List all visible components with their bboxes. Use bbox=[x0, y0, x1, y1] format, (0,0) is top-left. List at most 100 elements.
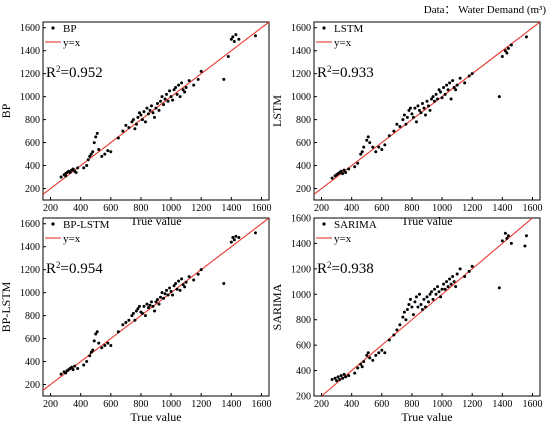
data-point bbox=[344, 375, 348, 379]
y-tick-label: 200 bbox=[25, 380, 40, 391]
data-point bbox=[149, 104, 153, 108]
data-point bbox=[71, 368, 75, 372]
data-point bbox=[116, 136, 120, 140]
data-point bbox=[156, 102, 160, 106]
data-point bbox=[59, 372, 63, 376]
data-point bbox=[97, 147, 101, 151]
x-tick-label: 200 bbox=[43, 203, 58, 214]
legend-dot-marker bbox=[322, 222, 326, 226]
data-point bbox=[353, 165, 357, 169]
data-point bbox=[371, 358, 375, 362]
x-tick-label: 600 bbox=[103, 399, 118, 410]
y-tick-label: 1000 bbox=[20, 288, 40, 299]
data-point bbox=[408, 106, 412, 110]
x-tick-label: 1000 bbox=[161, 399, 181, 410]
data-point bbox=[356, 161, 360, 165]
x-tick-label: 1400 bbox=[221, 399, 241, 410]
data-point bbox=[130, 314, 134, 318]
y-tick-label: 1200 bbox=[20, 69, 40, 80]
data-point bbox=[425, 295, 429, 299]
data-point bbox=[344, 170, 348, 174]
data-point bbox=[175, 92, 179, 96]
x-tick-label: 600 bbox=[374, 399, 389, 410]
legend: BP-LSTM y=x bbox=[45, 219, 110, 245]
data-point bbox=[505, 236, 509, 240]
x-tick-label: 1000 bbox=[161, 203, 181, 214]
data-point bbox=[368, 356, 372, 360]
data-point bbox=[497, 286, 501, 290]
data-point bbox=[392, 129, 396, 133]
data-point bbox=[398, 323, 402, 327]
data-point bbox=[237, 37, 241, 41]
data-point bbox=[146, 306, 150, 310]
data-point bbox=[524, 35, 528, 39]
y-tick-label: 1200 bbox=[291, 69, 311, 80]
plot-frame bbox=[313, 21, 541, 201]
data-point bbox=[162, 103, 166, 107]
data-point bbox=[454, 88, 458, 92]
data-point bbox=[160, 291, 164, 295]
y-tick-label: 1600 bbox=[20, 219, 40, 230]
data-point bbox=[171, 293, 175, 297]
plot-frame bbox=[313, 217, 541, 397]
y-axis-label: BP bbox=[0, 103, 13, 118]
data-point bbox=[411, 313, 415, 317]
data-point bbox=[145, 302, 149, 306]
data-point bbox=[85, 164, 89, 168]
plot-frame bbox=[42, 21, 270, 201]
data-point bbox=[199, 69, 203, 73]
x-tick-label: 1000 bbox=[432, 203, 452, 214]
data-point bbox=[452, 280, 456, 284]
chart-panel-1: 200 400 600 800 1000 1200 1400 1600200400600800… bbox=[0, 21, 271, 228]
data-point bbox=[70, 365, 74, 369]
x-tick-label: 1400 bbox=[492, 203, 512, 214]
data-point bbox=[433, 287, 437, 291]
data-point bbox=[463, 81, 467, 85]
data-point bbox=[362, 145, 366, 149]
chart-panel-4: 200 400 600 800 1000 1200 1400 1600 200 400 600 800… bbox=[270, 214, 542, 425]
data-point bbox=[145, 106, 149, 110]
data-point bbox=[506, 234, 510, 238]
data-point bbox=[172, 88, 176, 92]
data-point bbox=[413, 300, 417, 304]
data-point bbox=[428, 292, 432, 296]
data-point bbox=[341, 376, 345, 380]
x-tick-label: 1400 bbox=[492, 399, 512, 410]
data-point bbox=[446, 88, 450, 92]
data-point bbox=[347, 167, 351, 171]
legend-dot-marker bbox=[322, 26, 326, 30]
data-point bbox=[509, 241, 513, 245]
data-point bbox=[253, 34, 257, 38]
legend: SARIMA y=x bbox=[316, 219, 377, 245]
data-point bbox=[448, 81, 452, 85]
data-point bbox=[383, 351, 387, 355]
data-point bbox=[134, 309, 138, 313]
x-axis-label: True value bbox=[130, 214, 181, 228]
data-point bbox=[166, 99, 170, 103]
data-point bbox=[414, 295, 418, 299]
data-point bbox=[338, 377, 342, 381]
x-tick-label: 400 bbox=[344, 203, 359, 214]
data-point bbox=[174, 85, 178, 89]
data-point bbox=[442, 282, 446, 286]
data-point bbox=[439, 295, 443, 299]
data-point bbox=[178, 288, 182, 292]
data-point bbox=[127, 126, 131, 130]
data-point bbox=[359, 362, 363, 366]
y-tick-label: 400 bbox=[25, 161, 40, 172]
data-point bbox=[392, 333, 396, 337]
data-point bbox=[445, 280, 449, 284]
data-point bbox=[405, 115, 409, 119]
identity-line bbox=[43, 218, 269, 391]
data-point bbox=[124, 321, 128, 325]
data-point bbox=[505, 51, 509, 55]
data-point bbox=[76, 166, 80, 170]
data-point bbox=[398, 125, 402, 129]
data-point bbox=[234, 33, 238, 37]
legend-label-series: BP-LSTM bbox=[63, 219, 110, 231]
data-point bbox=[100, 346, 104, 350]
data-point bbox=[433, 99, 437, 103]
data-point bbox=[85, 360, 89, 364]
data-point bbox=[360, 150, 364, 154]
x-tick-label: 1200 bbox=[191, 399, 211, 410]
